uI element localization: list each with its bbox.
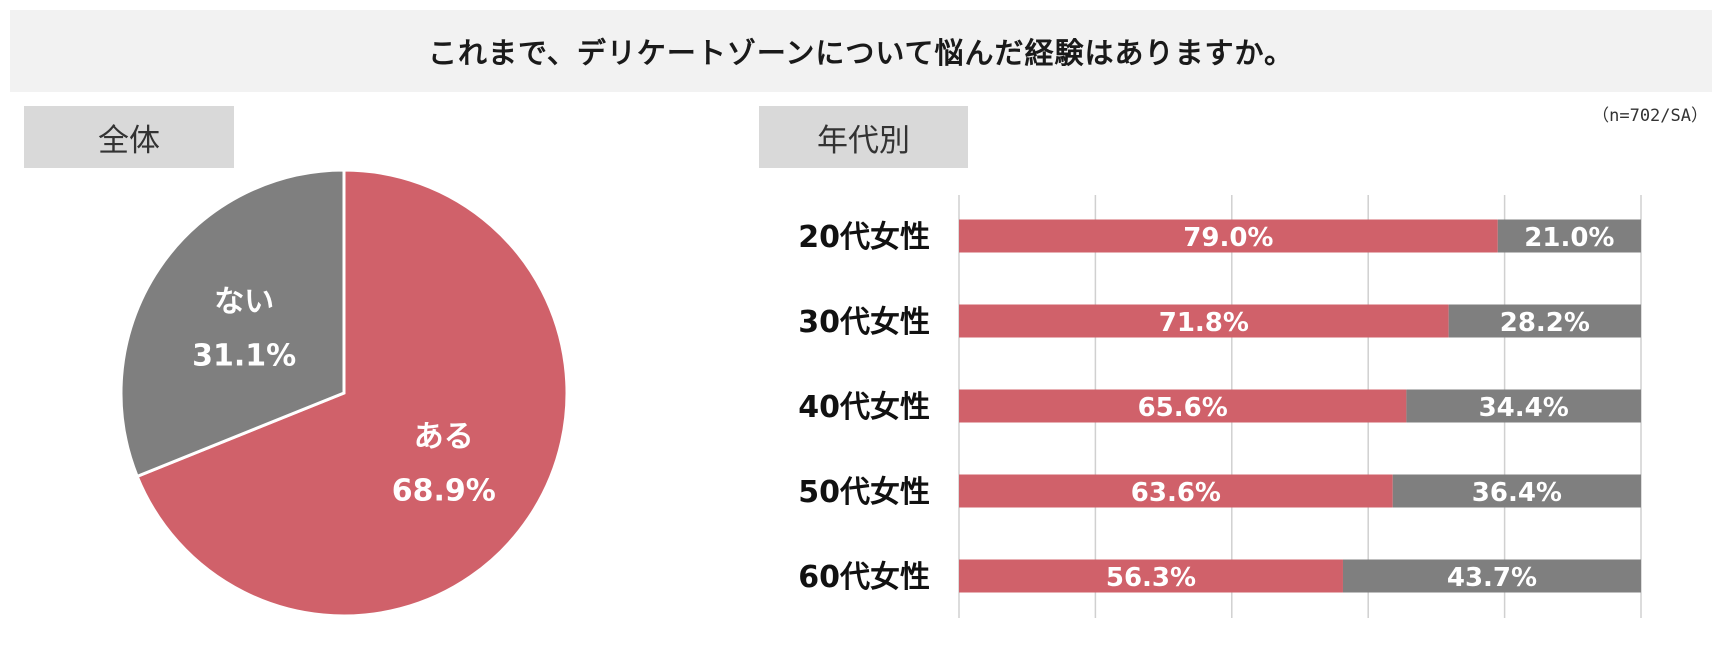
pie-slice-value-label: 31.1% — [192, 339, 296, 374]
bar-value-label: 36.4% — [1472, 478, 1562, 508]
pie-slice-yes — [135, 168, 569, 618]
bar-segment-yes — [959, 304, 1449, 338]
sample-note: （n=702/SA） — [1592, 106, 1708, 126]
title-bar: これまで、デリケートゾーンについて悩んだ経験はありますか。 — [10, 10, 1712, 92]
category-label: 30代女性 — [798, 305, 930, 340]
bar-segment-no — [1342, 559, 1641, 593]
bar-segment-no — [1497, 219, 1641, 253]
bar-value-label: 34.4% — [1479, 393, 1569, 423]
panel-label-by-age: 年代別 — [759, 106, 968, 168]
category-label: 40代女性 — [798, 390, 930, 425]
bar-segment-no — [1448, 304, 1641, 338]
bar-value-label: 28.2% — [1500, 308, 1590, 338]
pie-slice-value-label: 68.9% — [392, 473, 496, 508]
category-label: 60代女性 — [798, 560, 930, 595]
pie-slice-label: ある — [414, 419, 474, 454]
bar-segment-yes — [959, 559, 1343, 593]
bar-segment-no — [1406, 389, 1641, 423]
pie-slice-label: ない — [214, 285, 274, 320]
bar-value-label: 43.7% — [1447, 563, 1537, 593]
pie-slice-no — [119, 168, 346, 479]
bar-value-label: 71.8% — [1159, 308, 1249, 338]
bar-segment-yes — [959, 219, 1498, 253]
bar-value-label: 79.0% — [1183, 223, 1273, 253]
chart-title: これまで、デリケートゾーンについて悩んだ経験はありますか。 — [428, 36, 1294, 70]
bar-segment-no — [1392, 474, 1641, 508]
bar-value-label: 21.0% — [1524, 223, 1614, 253]
panel-label-overall: 全体 — [24, 106, 234, 168]
category-label: 20代女性 — [798, 220, 930, 255]
pie-chart: ある 68.9% ない 31.1% — [119, 168, 569, 618]
bar-value-label: 65.6% — [1138, 393, 1228, 423]
bar-segment-yes — [959, 474, 1393, 508]
bar-segment-yes — [959, 389, 1407, 423]
bar-value-label: 56.3% — [1106, 563, 1196, 593]
bar-value-label: 63.6% — [1131, 478, 1221, 508]
category-label: 50代女性 — [798, 475, 930, 510]
